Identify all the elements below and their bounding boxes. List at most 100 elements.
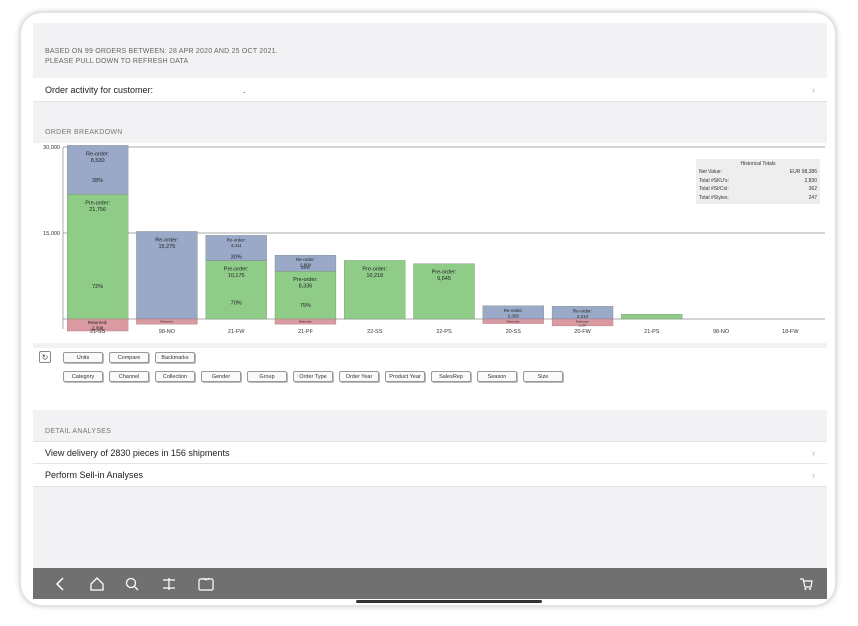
data-label: 10,218 — [366, 273, 383, 279]
filter-collection-button[interactable]: Collection — [155, 371, 195, 382]
chart-controls: ↻ Units Compare Backmarks Category Chann… — [33, 348, 827, 410]
bar-segment — [205, 235, 267, 261]
customer-row[interactable]: Order activity for customer: . › — [33, 78, 827, 102]
filter-season-button[interactable]: Season — [477, 371, 517, 382]
filter-size-button[interactable]: Size — [523, 371, 563, 382]
chevron-right-icon: › — [812, 470, 815, 480]
totals-row: Total #St/Col: 362 — [699, 186, 817, 192]
data-label: 2,213 — [577, 314, 589, 319]
sell-in-analyses-row[interactable]: Perform Sell-in Analyses › — [33, 464, 827, 487]
data-label: 2,305 — [508, 313, 520, 318]
bar-segment — [413, 263, 475, 320]
data-label: 2,800 — [300, 263, 312, 268]
info-line-1: BASED ON 99 ORDERS BETWEEN: 28 APR 2020 … — [45, 48, 278, 55]
bar-segment — [274, 255, 337, 272]
data-label: Re-order: — [296, 257, 315, 262]
data-label: 21,756 — [89, 207, 106, 213]
data-label: 8,530 — [91, 158, 105, 164]
data-label: Returned: — [576, 320, 589, 324]
adjust-icon[interactable] — [160, 575, 178, 593]
back-icon[interactable] — [51, 575, 69, 593]
x-tick-label: 20-SS — [506, 329, 522, 335]
filter-category-button[interactable]: Category — [63, 371, 103, 382]
x-tick-label: 20-FW — [574, 329, 591, 335]
filter-order-year-button[interactable]: Order Year — [339, 371, 379, 382]
compare-button[interactable]: Compare — [109, 352, 149, 363]
data-label: 8,336 — [299, 284, 313, 290]
bar-segment — [621, 313, 683, 320]
app-screen: BASED ON 99 ORDERS BETWEEN: 28 APR 2020 … — [33, 23, 827, 603]
bar-segment — [136, 318, 198, 325]
chevron-right-icon: › — [812, 447, 815, 458]
data-label: Pre-order: — [362, 266, 387, 272]
stacked-bar-chart: 30,000 15,000 21-SS 98-NO 21-FW 21-PF 22-SS 22-… — [43, 145, 825, 335]
x-tick-label: 22-PS — [436, 329, 452, 335]
percent-label: 72% — [92, 284, 103, 290]
data-label: 2,098 — [92, 326, 104, 331]
totals-title: Historical Totals — [740, 161, 776, 167]
filter-product-year-button[interactable]: Product Year — [385, 371, 425, 382]
x-tick-label: 21-FW — [228, 329, 245, 335]
refresh-icon[interactable]: ↻ — [39, 351, 51, 363]
data-label: Pre-order: — [224, 267, 249, 273]
percent-label: 30% — [231, 255, 242, 261]
detail-analyses-label: DETAIL ANALYSES — [45, 428, 112, 435]
customer-value: . — [243, 84, 246, 95]
data-label: Returned: — [299, 320, 312, 324]
historical-totals-box: Historical Totals Net Value: EUR 98,386 T… — [696, 159, 820, 204]
data-label: Pre-order: — [432, 270, 457, 276]
data-label: Returned: — [160, 320, 173, 324]
data-label: Re-order: — [155, 237, 179, 243]
filter-order-type-button[interactable]: Order Type — [293, 371, 333, 382]
view-delivery-row[interactable]: View delivery of 2830 pieces in 156 ship… — [33, 441, 827, 464]
y-tick-label: 30,000 — [43, 145, 60, 151]
filter-salesrep-button[interactable]: SalesRep — [431, 371, 471, 382]
search-icon[interactable] — [123, 575, 141, 593]
backmarks-button[interactable]: Backmarks — [155, 352, 195, 363]
units-button[interactable]: Units — [63, 352, 103, 363]
data-label: Returned: — [88, 320, 108, 325]
data-label: Re-order: — [573, 308, 592, 313]
bar-segment — [67, 194, 129, 320]
bar-segment — [205, 260, 267, 320]
percent-label: 75% — [300, 303, 311, 309]
tv-icon[interactable] — [197, 575, 215, 593]
bar-segment — [67, 145, 129, 195]
data-label: Re-order: — [86, 151, 110, 157]
home-icon[interactable] — [88, 575, 106, 593]
data-label: Returned: — [507, 320, 520, 324]
filter-channel-button[interactable]: Channel — [109, 371, 149, 382]
x-tick-label: 21-SS — [90, 329, 106, 335]
order-breakdown-label: ORDER BREAKDOWN — [45, 129, 123, 136]
data-label: Pre-order: — [293, 277, 318, 283]
data-label: 15,275 — [158, 244, 175, 250]
bar-segment — [274, 318, 337, 325]
data-range-info: BASED ON 99 ORDERS BETWEEN: 28 APR 2020 … — [33, 47, 827, 77]
data-label: 9,645 — [437, 276, 451, 282]
info-line-2: PLEASE PULL DOWN TO REFRESH DATA — [45, 58, 189, 65]
cart-icon[interactable] — [797, 575, 815, 593]
sell-in-analyses-label: Perform Sell-in Analyses — [45, 470, 144, 480]
filter-gender-button[interactable]: Gender — [201, 371, 241, 382]
bottom-toolbar — [33, 568, 827, 599]
bar-segment — [551, 318, 614, 327]
percent-label: 25% — [301, 265, 310, 270]
x-tick-label: 98-NO — [159, 329, 176, 335]
tablet-frame: BASED ON 99 ORDERS BETWEEN: 28 APR 2020 … — [20, 12, 836, 606]
bar-segment — [344, 260, 406, 320]
customer-label: Order activity for customer: — [45, 84, 154, 95]
totals-row: Total #Styles: 247 — [699, 194, 817, 201]
data-label: Pre-order: — [85, 200, 110, 206]
y-tick-label: 15,000 — [43, 231, 60, 237]
data-label: 10,175 — [228, 273, 245, 279]
percent-label: 28% — [92, 178, 103, 184]
bar-segment — [482, 318, 544, 324]
filter-group-button[interactable]: Group — [247, 371, 287, 382]
data-label: Re-order: — [504, 308, 523, 313]
x-tick-label: 21-PF — [298, 329, 314, 335]
data-label: Re-order: — [227, 237, 246, 242]
view-delivery-label: View delivery of 2830 pieces in 156 ship… — [45, 447, 230, 458]
x-tick-label: 18-FW — [782, 329, 799, 335]
data-label: 1,207 — [579, 324, 587, 328]
bar-segment — [67, 318, 129, 332]
